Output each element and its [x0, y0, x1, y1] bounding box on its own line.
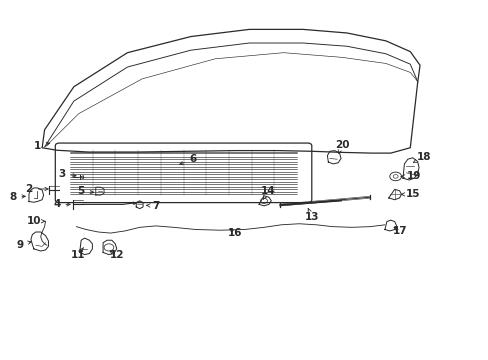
- Text: 6: 6: [180, 154, 197, 165]
- Text: 9: 9: [17, 239, 31, 249]
- Text: 18: 18: [413, 152, 430, 162]
- Text: 2: 2: [25, 184, 48, 194]
- Text: 11: 11: [70, 248, 85, 260]
- Text: 3: 3: [58, 168, 76, 179]
- Text: 7: 7: [146, 201, 159, 211]
- Text: 1: 1: [34, 141, 50, 151]
- Text: 13: 13: [304, 208, 318, 221]
- Text: 4: 4: [53, 199, 70, 210]
- Text: 12: 12: [109, 250, 124, 260]
- Text: 14: 14: [260, 186, 275, 199]
- Text: 19: 19: [400, 171, 421, 181]
- Text: 8: 8: [9, 192, 25, 202]
- Text: 20: 20: [334, 140, 348, 153]
- Text: 15: 15: [401, 189, 419, 199]
- Text: 17: 17: [392, 226, 407, 236]
- Text: 16: 16: [227, 228, 242, 238]
- Text: 10: 10: [26, 216, 44, 226]
- Text: 5: 5: [78, 186, 93, 197]
